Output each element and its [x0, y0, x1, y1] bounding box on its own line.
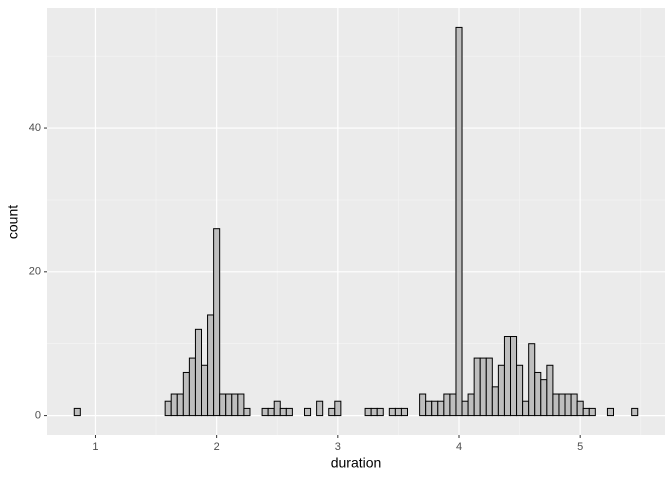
bar [328, 407, 336, 417]
bar [273, 400, 281, 417]
x-tick-label: 4 [456, 441, 462, 453]
bar [207, 314, 215, 417]
bar [473, 357, 481, 417]
bar [546, 364, 554, 417]
bar [588, 407, 596, 417]
bar [461, 400, 469, 417]
bar [485, 357, 493, 417]
bar [261, 407, 269, 417]
bar [376, 407, 384, 417]
bar [364, 407, 372, 417]
bar [285, 407, 293, 417]
bar [219, 393, 227, 417]
bar [576, 400, 584, 417]
bar [370, 407, 378, 417]
x-tick-label: 5 [577, 441, 583, 453]
bar [73, 407, 81, 417]
x-tick-label: 2 [214, 441, 220, 453]
bar [237, 393, 245, 417]
bar [188, 357, 196, 417]
bar [564, 393, 572, 417]
bar [394, 407, 402, 417]
bar [267, 407, 275, 417]
bar [443, 393, 451, 417]
bar [467, 393, 475, 417]
x-tick-label: 1 [92, 441, 98, 453]
bar [425, 400, 433, 417]
bar [552, 393, 560, 417]
bar [231, 393, 239, 417]
bar [455, 26, 463, 417]
bar [170, 393, 178, 417]
bar [510, 336, 518, 417]
bar [606, 407, 614, 417]
bar [522, 400, 530, 417]
bar [304, 407, 312, 417]
bar [570, 393, 578, 417]
x-axis-label: duration [331, 455, 382, 471]
y-tick-label: 40 [29, 122, 41, 134]
bar [479, 357, 487, 417]
bar [497, 364, 505, 417]
y-tick-label: 0 [35, 409, 41, 421]
bar [225, 393, 233, 417]
bar [400, 407, 408, 417]
bar [388, 407, 396, 417]
bar [558, 393, 566, 417]
bar [213, 228, 221, 417]
bar [176, 393, 184, 417]
bar [534, 371, 542, 417]
bar [503, 336, 511, 417]
bar [582, 407, 590, 417]
bar [516, 364, 524, 417]
bar [164, 400, 172, 417]
bar [279, 407, 287, 417]
bar [334, 400, 342, 417]
x-tick-label: 3 [335, 441, 341, 453]
bar [194, 328, 203, 417]
bar [437, 400, 445, 417]
bar [431, 400, 439, 417]
bar [201, 364, 209, 417]
y-tick-label: 20 [29, 266, 41, 278]
bar [528, 343, 536, 417]
panel [47, 8, 665, 435]
bar [449, 393, 457, 417]
bar [182, 371, 190, 417]
bar [631, 407, 639, 417]
bar [243, 407, 251, 417]
bar [316, 400, 324, 417]
bar [419, 393, 427, 417]
bar [491, 386, 499, 417]
bar [540, 379, 548, 417]
y-axis-label: count [5, 205, 21, 239]
